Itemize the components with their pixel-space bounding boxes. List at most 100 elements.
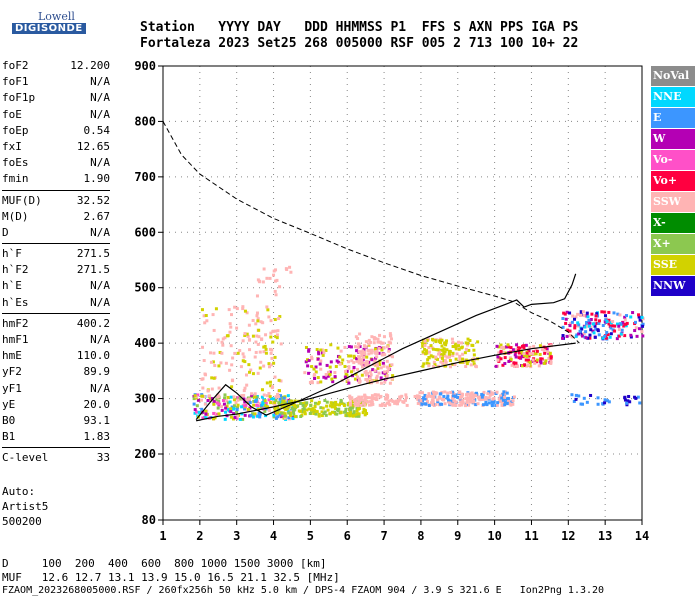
echo-point [511, 402, 515, 406]
echo-point [383, 403, 387, 407]
echo-point [356, 345, 360, 349]
echo-point [451, 345, 455, 349]
echo-point [427, 364, 431, 368]
echo-point [257, 335, 261, 339]
echo-point [357, 414, 361, 418]
echo-point [385, 374, 389, 378]
echo-point [310, 408, 314, 412]
echo-point [445, 348, 449, 352]
echo-point [420, 341, 424, 345]
echo-point [363, 413, 367, 417]
echo-point [345, 411, 349, 415]
echo-point [404, 393, 408, 397]
echo-point [329, 343, 333, 347]
legend-item: NNW [651, 276, 695, 296]
footer-muf-row: MUF 12.6 12.7 13.1 13.9 15.0 16.5 21.1 3… [2, 571, 340, 584]
echo-point [195, 404, 199, 408]
autoscaling-info: Auto: Artist5 500200 [2, 484, 48, 529]
echo-point [234, 401, 238, 405]
echo-point [267, 392, 271, 396]
echo-point [228, 322, 232, 326]
echo-point [210, 397, 214, 401]
echo-point [322, 411, 326, 415]
echo-point [596, 328, 600, 332]
echo-point [272, 397, 276, 401]
auto-program: Artist5 [2, 500, 49, 513]
legend-item: X+ [651, 234, 695, 254]
echo-point [500, 396, 504, 400]
echo-point [370, 379, 374, 383]
echo-point [250, 392, 254, 396]
echo-point [607, 310, 611, 314]
echo-point [339, 410, 343, 414]
echo-point [387, 347, 391, 351]
echo-point [480, 395, 484, 399]
echo-point [454, 345, 458, 349]
echo-point [488, 393, 492, 397]
echo-point [239, 365, 243, 369]
echo-point [263, 409, 267, 413]
echo-point [273, 289, 277, 293]
echo-point [273, 318, 277, 322]
echo-point [482, 390, 486, 394]
echo-point [500, 400, 504, 404]
echo-point [460, 403, 464, 407]
echo-point [303, 410, 307, 414]
echo-point [236, 396, 240, 400]
echo-point [256, 404, 260, 408]
echo-point [573, 326, 577, 330]
echo-point [337, 403, 341, 407]
echo-point [480, 393, 484, 397]
echo-point [444, 343, 448, 347]
echo-point [389, 334, 393, 338]
echo-point [463, 404, 467, 408]
param-row: h`F 271.5 [2, 246, 110, 262]
echo-point [527, 354, 531, 358]
echo-point [543, 346, 547, 350]
echo-point [274, 398, 278, 402]
echo-point [445, 355, 449, 359]
echo-point [547, 356, 551, 360]
echo-point [269, 384, 273, 388]
echo-point [282, 399, 286, 403]
echo-point [607, 318, 611, 322]
echo-point [232, 404, 236, 408]
echo-point [258, 366, 262, 370]
echo-point [479, 397, 483, 401]
echo-point [370, 348, 374, 352]
echo-point [212, 411, 216, 415]
echo-point [335, 412, 339, 416]
echo-point [340, 401, 344, 405]
echo-point [517, 352, 521, 356]
echo-point [448, 359, 452, 363]
echo-point [613, 329, 617, 333]
echo-point [223, 396, 227, 400]
echo-point [336, 346, 340, 350]
echo-point [245, 332, 249, 336]
echo-point [223, 336, 227, 340]
echo-point [387, 349, 391, 353]
echo-point [622, 324, 626, 328]
echo-point [572, 399, 576, 403]
echo-point [443, 390, 447, 394]
echo-point [507, 345, 511, 349]
echo-point [586, 322, 590, 326]
echo-point [197, 410, 201, 414]
echo-point [457, 396, 461, 400]
echo-point [375, 349, 379, 353]
echo-point [584, 314, 588, 318]
echo-point [268, 395, 272, 399]
echo-point [623, 398, 627, 402]
param-name: hmF2 [2, 316, 29, 330]
echo-point [545, 347, 549, 351]
echo-point [220, 340, 224, 344]
echo-point [326, 370, 330, 374]
echo-point [490, 391, 494, 395]
echo-point [241, 359, 245, 363]
echo-point [640, 315, 644, 319]
param-value: N/A [90, 91, 110, 105]
echo-point [447, 349, 451, 353]
echo-point [589, 328, 593, 332]
echo-point [347, 381, 351, 385]
echo-point [217, 386, 221, 390]
